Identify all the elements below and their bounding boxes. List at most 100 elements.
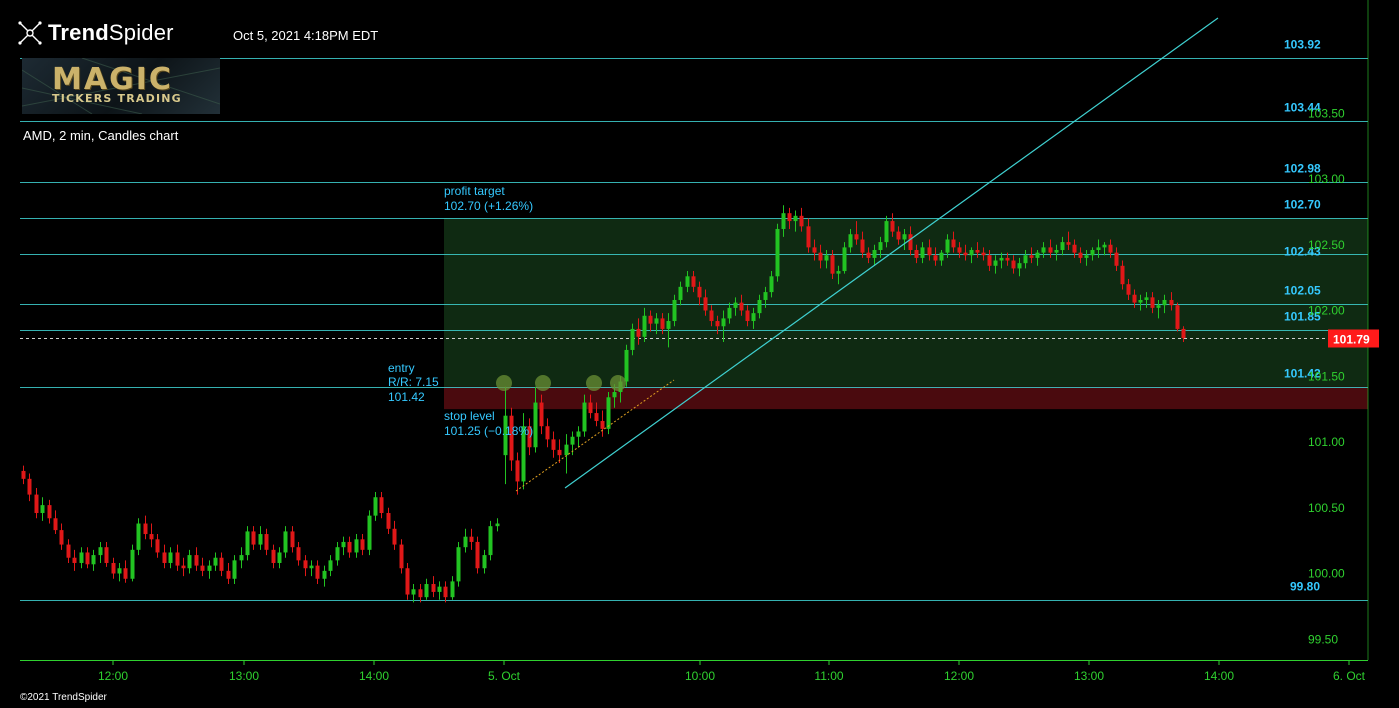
candle bbox=[848, 228, 853, 253]
candle bbox=[576, 426, 581, 448]
candle bbox=[1169, 292, 1174, 311]
chart-timestamp: Oct 5, 2021 4:18PM EDT bbox=[233, 28, 379, 43]
candle bbox=[418, 584, 423, 603]
candle bbox=[354, 534, 359, 558]
candle-body bbox=[1181, 328, 1186, 339]
price-tick-label: 102.00 bbox=[1308, 304, 1345, 318]
price-tick-label: 103.00 bbox=[1308, 172, 1345, 186]
candle bbox=[1078, 247, 1083, 264]
candle bbox=[1041, 242, 1046, 258]
candle bbox=[872, 244, 877, 266]
candle-body bbox=[1041, 247, 1046, 253]
last-price-badge bbox=[1328, 329, 1379, 348]
candle bbox=[399, 539, 404, 574]
time-tick-label: 12:00 bbox=[98, 669, 128, 683]
candle-body bbox=[264, 534, 269, 550]
profit-zone bbox=[444, 218, 1368, 387]
candle bbox=[927, 239, 932, 261]
candle bbox=[890, 213, 895, 237]
candle-body bbox=[999, 257, 1004, 261]
magic-tickers-banner: MAGIC TICKERS TRADING bbox=[22, 58, 220, 114]
candle bbox=[1029, 247, 1034, 264]
candle-body bbox=[341, 541, 346, 548]
candle bbox=[606, 392, 611, 435]
candle bbox=[309, 560, 314, 577]
candle-body bbox=[969, 250, 974, 256]
candle-body bbox=[194, 555, 199, 566]
candle-body bbox=[181, 565, 186, 569]
candle bbox=[503, 386, 508, 485]
touch-marker bbox=[586, 375, 602, 391]
candle-body bbox=[564, 444, 569, 456]
candle bbox=[104, 541, 109, 567]
candle bbox=[1011, 255, 1016, 274]
candle-body bbox=[1060, 242, 1065, 251]
candle bbox=[431, 576, 436, 598]
candle-body bbox=[866, 252, 871, 258]
candle bbox=[149, 523, 154, 548]
spider-icon bbox=[18, 21, 42, 45]
candle bbox=[824, 250, 829, 269]
candle bbox=[787, 207, 792, 229]
candle-body bbox=[588, 402, 593, 414]
candle bbox=[993, 255, 998, 274]
candle-body bbox=[456, 547, 461, 582]
touch-marker bbox=[496, 375, 512, 391]
candle bbox=[226, 562, 231, 585]
candle-body bbox=[594, 413, 599, 421]
candle-body bbox=[539, 402, 544, 427]
candle-body bbox=[745, 310, 750, 322]
candle bbox=[1102, 242, 1107, 256]
candle-body bbox=[1102, 244, 1107, 248]
candle-body bbox=[920, 247, 925, 258]
candle-body bbox=[678, 286, 683, 300]
candle bbox=[1072, 239, 1077, 258]
candle bbox=[187, 549, 192, 574]
candle-body bbox=[1150, 297, 1155, 308]
candle bbox=[207, 560, 212, 579]
candle bbox=[721, 310, 726, 343]
candle bbox=[463, 528, 468, 553]
candle-body bbox=[1035, 252, 1040, 258]
candle bbox=[27, 473, 32, 502]
candle bbox=[328, 555, 333, 577]
candle-body bbox=[527, 426, 532, 448]
candle-body bbox=[47, 505, 52, 519]
candle bbox=[162, 544, 167, 569]
candle bbox=[987, 250, 992, 272]
candle-body bbox=[703, 297, 708, 311]
candle bbox=[245, 526, 250, 561]
candle bbox=[884, 215, 889, 248]
candle bbox=[769, 271, 774, 298]
candle-body bbox=[666, 321, 671, 329]
candle bbox=[969, 247, 974, 264]
candle bbox=[264, 528, 269, 556]
candle bbox=[564, 434, 569, 474]
candle bbox=[258, 526, 263, 550]
level-label: 101.85 bbox=[1284, 310, 1321, 324]
candle-body bbox=[386, 513, 391, 529]
candle bbox=[678, 281, 683, 306]
candle-body bbox=[836, 271, 841, 274]
candle-body bbox=[1017, 263, 1022, 269]
touch-marker bbox=[535, 375, 551, 391]
price-tick-label: 99.50 bbox=[1308, 632, 1338, 646]
candle-body bbox=[424, 584, 429, 598]
candle-body bbox=[1162, 299, 1167, 306]
candle bbox=[424, 578, 429, 600]
candle bbox=[636, 318, 641, 345]
candle-body bbox=[914, 250, 919, 258]
candle bbox=[763, 286, 768, 308]
candle bbox=[296, 541, 301, 566]
candle bbox=[488, 520, 493, 561]
candle-body bbox=[890, 221, 895, 232]
candle bbox=[130, 544, 135, 582]
copyright: ©2021 TrendSpider bbox=[20, 692, 107, 703]
candle-body bbox=[721, 318, 726, 327]
candle-body bbox=[1156, 305, 1161, 308]
candle-body bbox=[570, 436, 575, 445]
candle bbox=[475, 536, 480, 574]
candle bbox=[379, 491, 384, 519]
candle-body bbox=[495, 523, 500, 527]
